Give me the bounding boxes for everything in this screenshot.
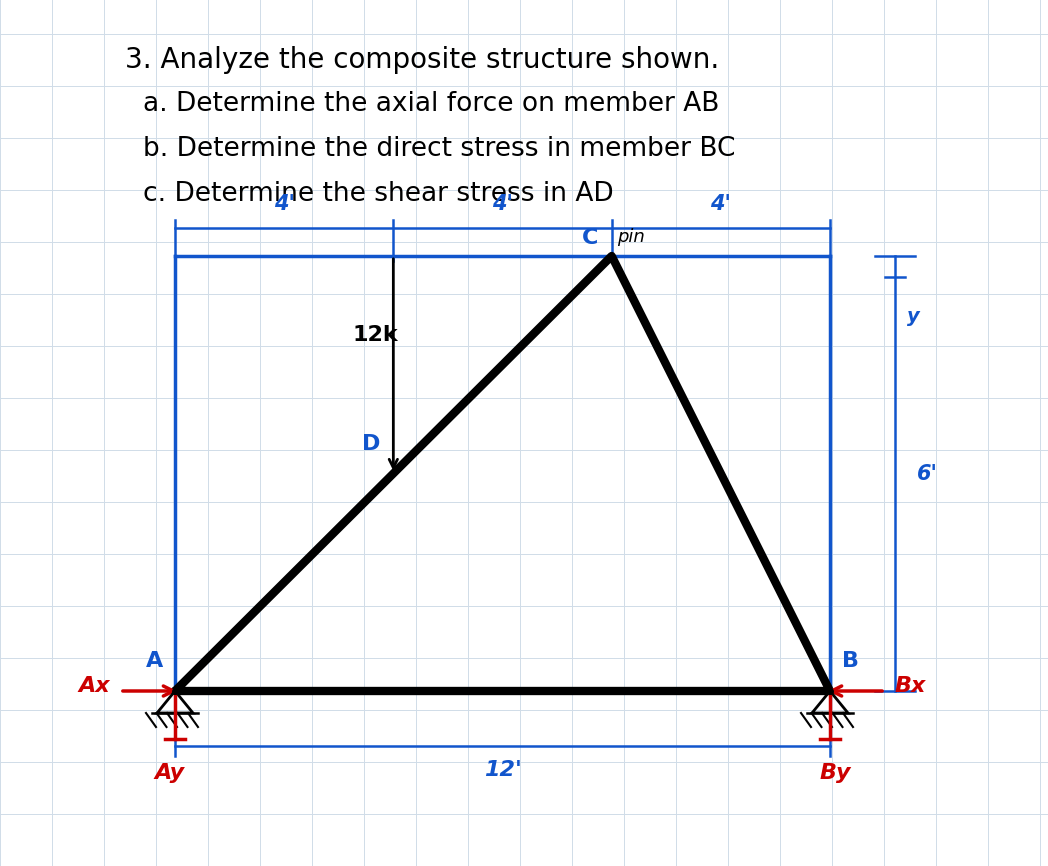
Text: 3. Analyze the composite structure shown.: 3. Analyze the composite structure shown… <box>125 46 719 74</box>
Text: B: B <box>842 651 859 671</box>
Text: Ay: Ay <box>155 763 185 783</box>
Text: a. Determine the axial force on member AB: a. Determine the axial force on member A… <box>143 91 719 117</box>
Text: 6': 6' <box>917 463 938 483</box>
Text: By: By <box>820 763 851 783</box>
Text: y: y <box>907 307 919 326</box>
Text: 12': 12' <box>483 760 522 780</box>
Text: 4': 4' <box>274 194 294 214</box>
Text: pin: pin <box>616 228 645 246</box>
Text: b. Determine the direct stress in member BC: b. Determine the direct stress in member… <box>143 136 736 162</box>
Text: A: A <box>146 651 163 671</box>
Text: 4': 4' <box>711 194 732 214</box>
Text: c. Determine the shear stress in AD: c. Determine the shear stress in AD <box>143 181 614 207</box>
Text: 4': 4' <box>493 194 512 214</box>
Text: Bx: Bx <box>895 676 926 696</box>
Text: Ax: Ax <box>79 676 110 696</box>
Text: 12k: 12k <box>352 325 398 345</box>
Text: C: C <box>582 228 597 248</box>
Text: D: D <box>363 434 380 454</box>
